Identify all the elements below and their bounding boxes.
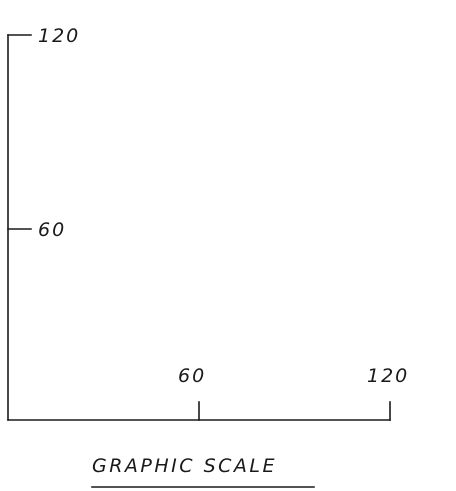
vertical-tick-label-120: 120: [38, 25, 80, 47]
horizontal-tick-label-60: 60: [178, 365, 206, 387]
scale-caption: GRAPHIC SCALE: [91, 455, 315, 488]
vertical-scale-bar: 120 60: [7, 25, 80, 421]
vertical-tick-label-60: 60: [38, 219, 66, 241]
horizontal-tick-label-120: 120: [367, 365, 409, 387]
horizontal-scale-bar: 60 120: [7, 365, 409, 421]
caption-text: GRAPHIC SCALE: [92, 455, 277, 477]
